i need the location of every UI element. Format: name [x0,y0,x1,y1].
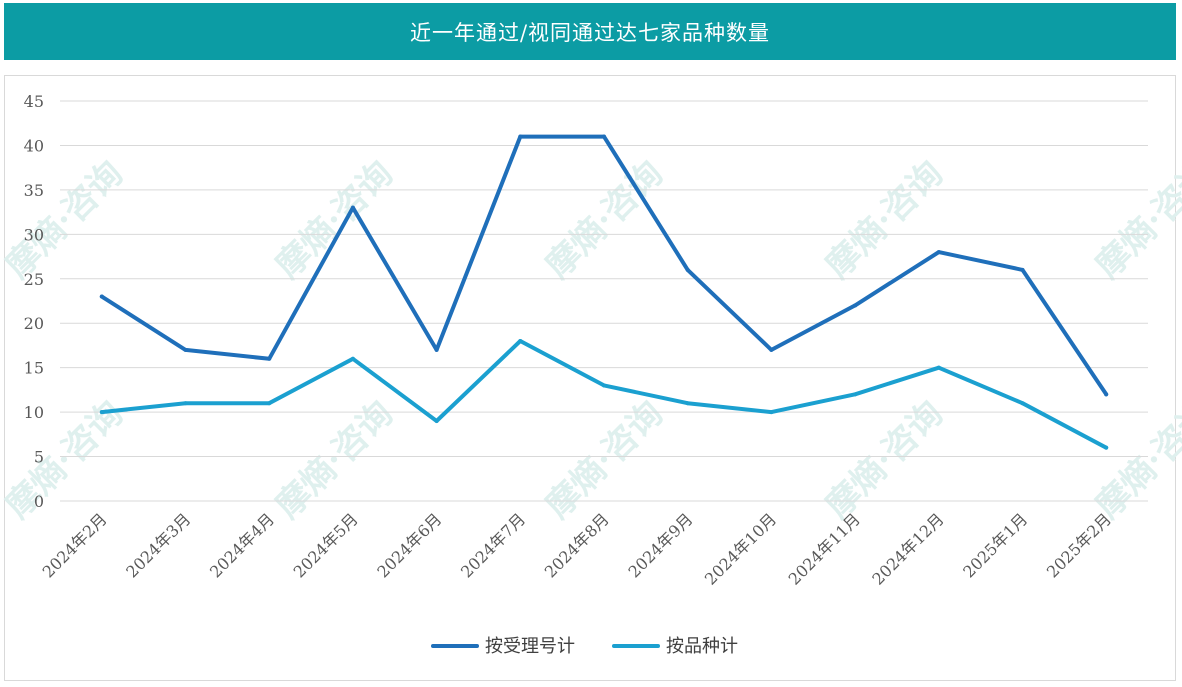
x-tick-label: 2025年2月 [1043,509,1115,581]
y-tick-label: 45 [24,92,44,111]
legend: 按受理号计 按品种计 [431,636,738,657]
data-point [853,303,858,308]
data-point [434,419,439,423]
x-axis-ticks: 2024年2月 2024年3月 2024年4月 2024年5月 2024年6月 2024年… [39,509,1115,588]
data-point [183,347,188,352]
y-tick-label: 40 [24,136,44,155]
data-point [99,294,104,299]
data-point [685,267,690,272]
chart-title: 近一年通过/视同通过达七家品种数量 [409,20,771,45]
data-point [350,205,355,210]
data-point [853,392,858,397]
data-point [1020,267,1025,272]
x-tick-label: 2024年4月 [206,509,278,581]
data-point [936,250,941,255]
watermark-text: 摩熵·咨询 [1088,394,1182,527]
y-tick-label: 15 [24,359,44,378]
data-point [350,356,355,361]
data-point [518,134,523,139]
watermark-text: 摩熵·咨询 [268,394,401,527]
y-axis-ticks: 0 5 10 15 20 25 30 35 40 45 [24,92,44,511]
x-tick-label: 2024年2月 [39,509,111,581]
data-point [769,410,774,415]
series-lines [99,134,1109,450]
x-tick-label: 2024年6月 [373,509,445,581]
x-tick-label: 2025年1月 [959,509,1031,581]
data-point [183,401,188,406]
watermark-text: 摩熵·咨询 [268,154,401,287]
chart-title-bar: 近一年通过/视同通过达七家品种数量 [4,3,1176,60]
grid-lines [60,100,1148,502]
x-tick-label: 2024年12月 [868,509,947,588]
data-point [518,339,523,343]
legend-label: 按受理号计 [485,636,575,657]
y-tick-label: 25 [24,270,44,289]
data-point [434,347,439,352]
watermark-text: 摩熵·咨询 [0,394,131,527]
data-point [1104,445,1109,450]
y-tick-label: 0 [34,492,44,511]
x-tick-label: 2024年3月 [122,509,194,581]
series-line-1 [99,134,1109,397]
y-tick-label: 10 [24,403,44,422]
watermark-text: 摩熵·咨询 [538,394,671,527]
data-point [267,401,272,406]
data-point [769,347,774,352]
data-point [267,356,272,361]
legend-label: 按品种计 [666,636,738,657]
y-tick-label: 30 [24,225,44,244]
watermark-text: 摩熵·咨询 [1088,154,1182,287]
watermark-text: 摩熵·咨询 [818,394,951,527]
x-tick-label: 2024年11月 [785,509,864,588]
y-tick-label: 5 [34,448,44,467]
x-tick-label: 2024年7月 [457,509,529,581]
x-tick-label: 2024年9月 [624,509,696,581]
data-point [685,401,690,406]
y-tick-label: 35 [24,181,44,200]
y-tick-label: 20 [24,314,44,333]
x-tick-label: 2024年10月 [701,509,780,588]
data-point [99,410,104,415]
x-tick-label: 2024年8月 [541,509,613,581]
data-point [602,134,606,139]
data-point [602,383,606,388]
data-point [936,365,941,370]
data-point [1020,401,1025,406]
watermark-text: 摩熵·咨询 [818,154,951,287]
watermark-text: 摩熵·咨询 [0,154,131,287]
data-point [1104,392,1109,397]
watermark-text: 摩熵·咨询 [538,154,671,287]
